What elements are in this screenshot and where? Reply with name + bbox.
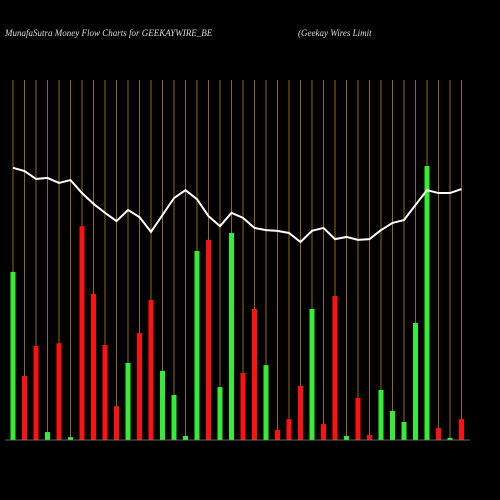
bar [309,308,315,440]
bar [275,429,280,440]
bar [206,239,211,440]
bar [286,419,292,440]
bar [390,410,395,440]
chart-subtitle: (Geekay Wires Limit [298,28,372,38]
bar [160,370,165,440]
bar [114,406,119,440]
bar [321,424,326,440]
bar [102,344,108,440]
bar [401,422,407,440]
bar [33,346,39,440]
bar [45,432,50,440]
bar [378,389,384,440]
bar [10,271,16,440]
bar [332,296,338,440]
bar [125,362,131,440]
bar [171,395,177,440]
bar [240,373,246,440]
bar [229,233,234,440]
bar [436,428,441,440]
bar [344,436,349,440]
bar [447,437,453,440]
bar [424,166,430,441]
bar [263,365,269,440]
bar [68,437,73,440]
bar [137,333,142,440]
bar [183,436,188,440]
bar [79,226,85,440]
bar [367,434,372,440]
bar [217,387,223,440]
bar [355,397,361,440]
bar [56,343,62,440]
bar [22,375,27,440]
chart-title: MunafaSutra Money Flow Charts for GEEKAY… [4,28,213,38]
price-line [12,166,462,244]
bar [91,293,96,440]
bar [148,299,154,440]
bar [459,419,464,440]
bar [252,308,257,440]
bar [194,251,200,440]
bar [298,386,303,440]
bar [413,323,418,440]
